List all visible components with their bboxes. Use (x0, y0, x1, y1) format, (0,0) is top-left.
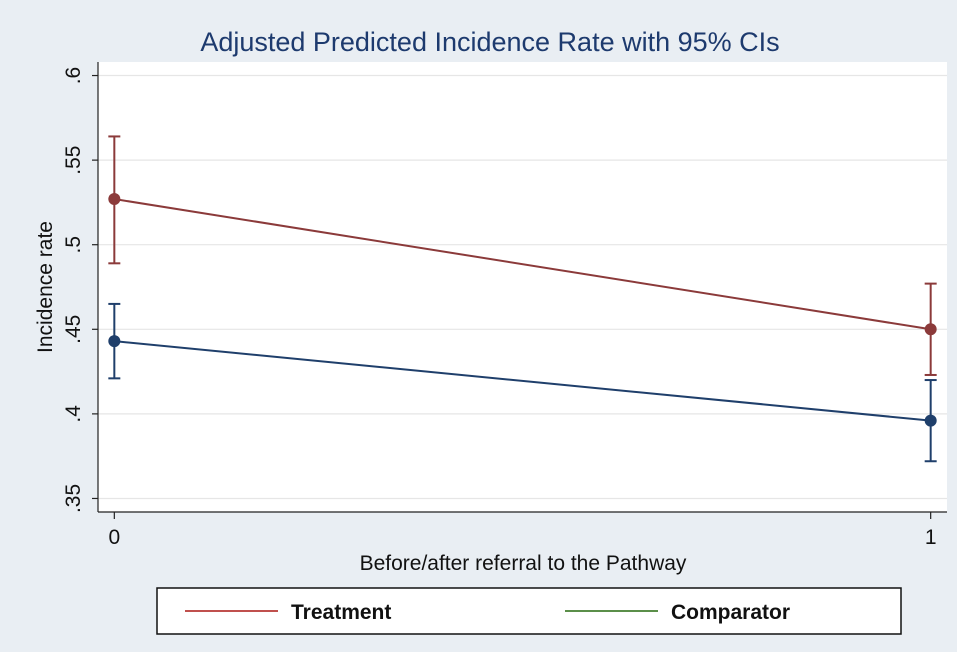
gridlines (98, 74, 947, 500)
x-tick-label: 1 (925, 526, 937, 549)
y-tick-label: .6 (62, 67, 85, 85)
data-point (924, 323, 937, 336)
legend-label: Comparator (671, 601, 790, 624)
axes (97, 62, 947, 513)
series-line (114, 198, 931, 331)
data-point (924, 414, 937, 427)
y-tick-label: .4 (62, 405, 85, 423)
series-layer (108, 135, 937, 463)
y-axis-label: Incidence rate (34, 221, 57, 353)
legend: Treatment Comparator (185, 601, 790, 624)
y-tick-label: .5 (62, 236, 85, 254)
data-point (108, 335, 121, 348)
chart-title: Adjusted Predicted Incidence Rate with 9… (200, 27, 779, 57)
x-axis-label: Before/after referral to the Pathway (360, 552, 687, 575)
series-line (114, 340, 931, 422)
x-tick-label: 0 (108, 526, 120, 549)
y-tick-label: .55 (62, 146, 85, 175)
y-tick-label: .35 (62, 484, 85, 513)
plot-area (98, 62, 947, 512)
y-axis-ticks: .35 .4 .45 .5 .55 .6 (62, 67, 98, 513)
series-treatment (108, 135, 937, 376)
y-tick-label: .45 (62, 315, 85, 344)
legend-box (156, 587, 902, 635)
data-point (108, 193, 121, 206)
series-comparator (108, 302, 937, 463)
legend-label: Treatment (291, 601, 391, 624)
